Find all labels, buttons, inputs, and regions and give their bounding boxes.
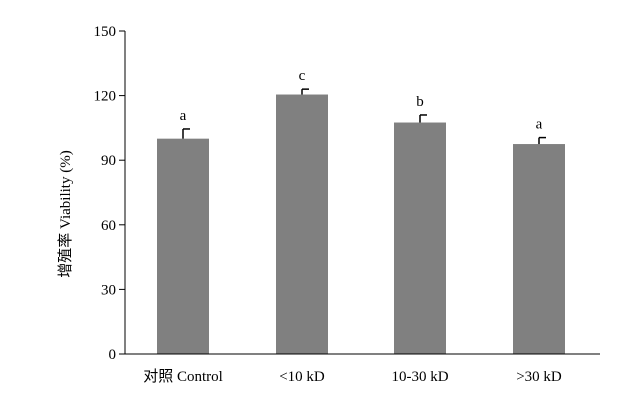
y-tick-label: 60 <box>101 218 116 234</box>
significance-labels: a c b a <box>180 68 543 132</box>
x-tick-labels: 对照 Control <10 kD 10-30 kD >30 kD <box>143 368 562 385</box>
bar <box>394 122 446 355</box>
x-tick-label: >30 kD <box>516 369 562 385</box>
bars <box>157 94 565 355</box>
y-tick-label: 120 <box>94 89 117 105</box>
y-tick-label: 30 <box>101 282 116 298</box>
significance-letter: a <box>536 117 543 133</box>
y-ticks: 0 30 60 90 120 150 <box>94 24 125 363</box>
significance-letter: c <box>299 68 306 84</box>
x-tick-label: <10 kD <box>279 369 325 385</box>
axes <box>124 31 600 355</box>
significance-letter: b <box>416 94 424 110</box>
bar <box>157 138 209 354</box>
y-tick-label: 0 <box>109 347 117 363</box>
significance-letter: a <box>180 108 187 124</box>
y-axis-title: 增殖率 Viability (%) <box>57 150 74 277</box>
bar <box>276 94 328 355</box>
x-tick-label: 对照 Control <box>143 368 223 385</box>
bar <box>513 144 565 354</box>
x-tick-label: 10-30 kD <box>391 369 448 385</box>
y-tick-label: 150 <box>94 24 117 40</box>
y-tick-label: 90 <box>101 153 116 169</box>
error-bars <box>182 88 546 145</box>
